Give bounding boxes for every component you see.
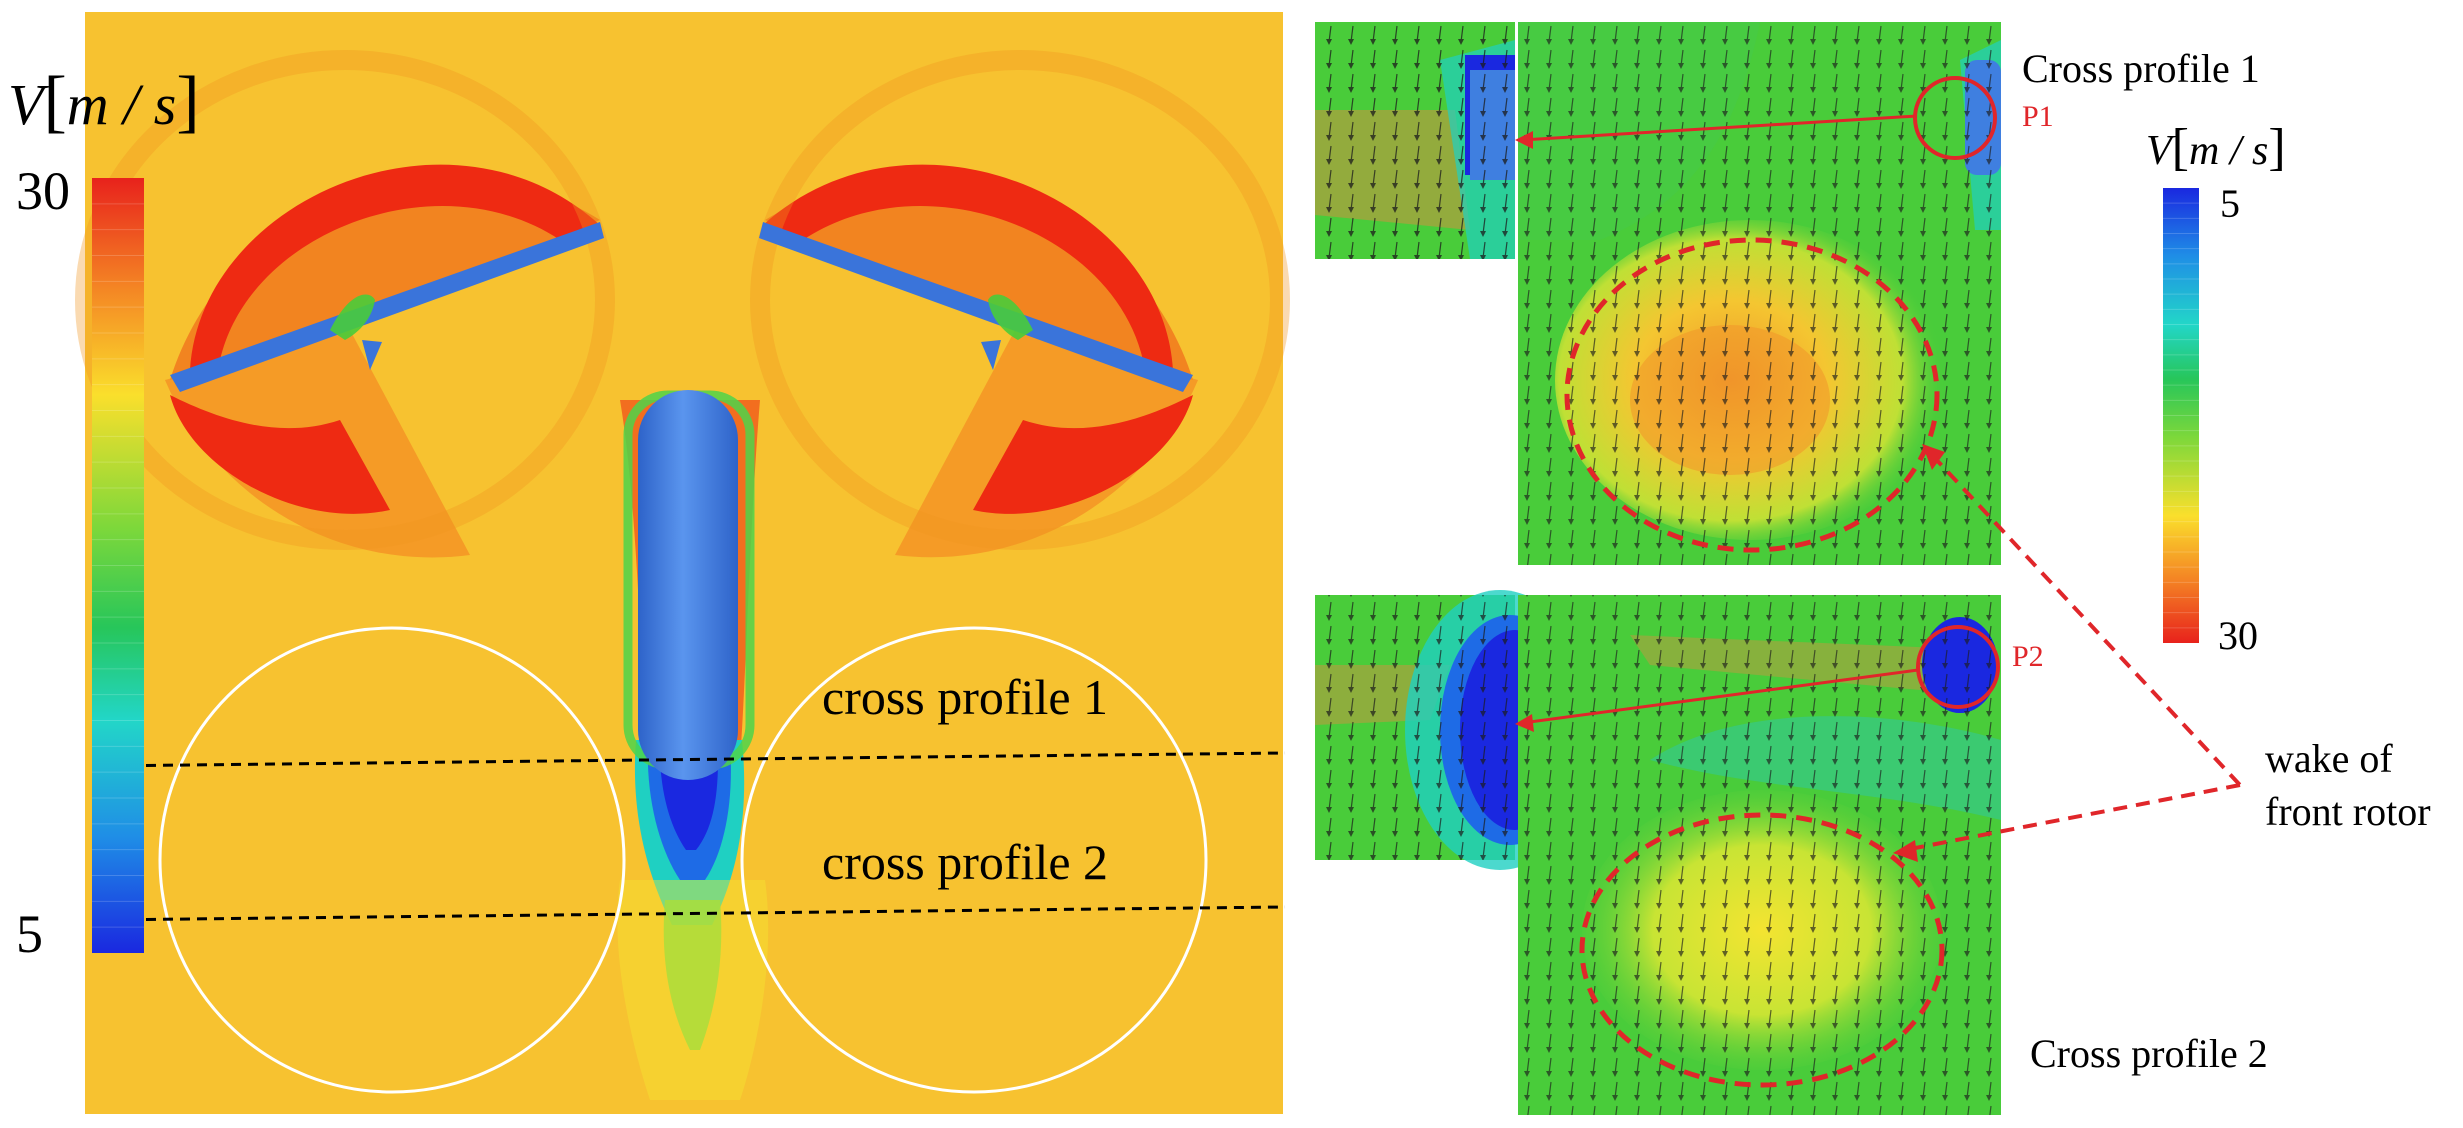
right-colorbar-title: V[m / s] (2146, 119, 2286, 176)
left-colorbar (92, 178, 144, 953)
left-colorbar-min-label: 5 (16, 904, 43, 964)
p2-label: P2 (2012, 640, 2044, 673)
inset-p1 (1315, 22, 1515, 259)
cross-profile-1-label: cross profile 1 (822, 669, 1109, 725)
left-rotor-blade (170, 222, 604, 392)
right-colorbar-unit: m / s (2188, 128, 2269, 174)
right-colorbar-symbol: V (2146, 128, 2172, 174)
wake-annotation-line-1: wake of (2265, 736, 2393, 781)
p2-pointer (1521, 668, 1919, 725)
p1-label: P1 (2022, 100, 2054, 133)
left-colorbar-unit: m / s (66, 72, 177, 137)
cross-profile-2-field (1515, 595, 2001, 1115)
top-profile-title: Cross profile 1 (2022, 46, 2260, 91)
right-colorbar-min-label: 5 (2220, 181, 2240, 226)
left-colorbar-symbol: V (8, 72, 44, 137)
wake-region-2 (1579, 812, 1945, 1088)
cross-profile-1-field (1515, 22, 2001, 565)
cross-profile-2-label: cross profile 2 (822, 834, 1109, 890)
right-colorbar (2163, 188, 2199, 643)
right-rotor-blade (759, 222, 1193, 392)
wake-annotation-arrows (1893, 444, 2242, 862)
cross-profile-1-line (94, 751, 1286, 768)
p1-circle (1913, 76, 1997, 160)
p2-circle (1916, 625, 2000, 709)
cross-profile-2-line (94, 905, 1286, 922)
left-flow-field (75, 12, 1290, 1114)
right-colorbar-max-label: 30 (2218, 613, 2258, 658)
wake-annotation-line-2: front rotor (2265, 789, 2431, 834)
left-colorbar-title: V[m / s] (8, 63, 200, 140)
p1-pointer (1521, 114, 1918, 142)
bottom-profile-title: Cross profile 2 (2030, 1031, 2268, 1076)
left-colorbar-max-label: 30 (16, 161, 70, 221)
wake-region-1 (1564, 237, 1940, 553)
